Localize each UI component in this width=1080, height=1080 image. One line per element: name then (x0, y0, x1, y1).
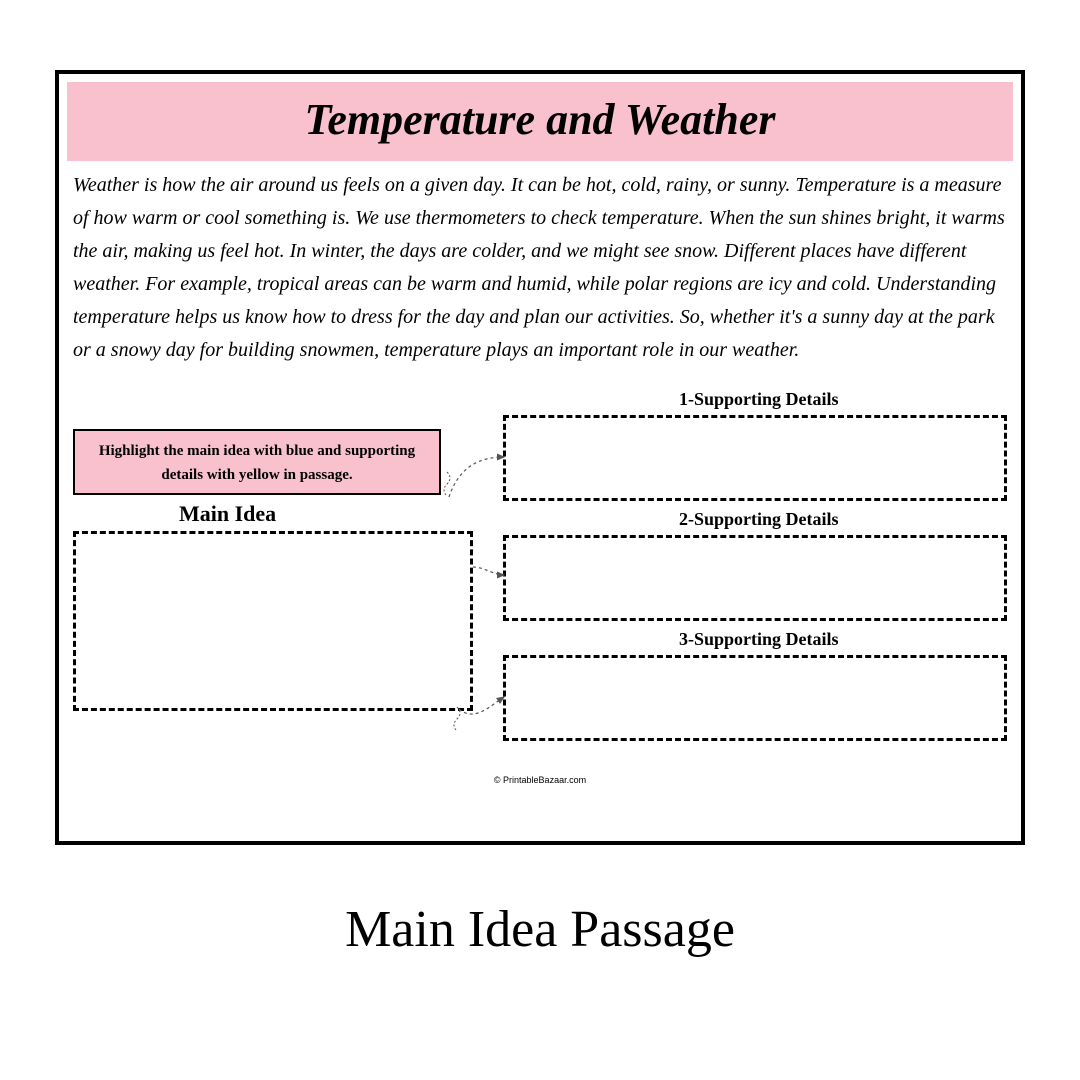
worksheet-page: Temperature and Weather Weather is how t… (55, 70, 1025, 845)
worksheet-title: Temperature and Weather (304, 95, 775, 144)
detail-1-writebox[interactable] (503, 415, 1007, 501)
page-caption: Main Idea Passage (0, 900, 1080, 959)
main-idea-label: Main Idea (179, 501, 276, 527)
footer-credit: © PrintableBazaar.com (494, 775, 586, 785)
graphic-organizer: Highlight the main idea with blue and su… (59, 367, 1021, 787)
detail-2-label: 2-Supporting Details (679, 509, 839, 530)
detail-3-label: 3-Supporting Details (679, 629, 839, 650)
main-idea-writebox[interactable] (73, 531, 473, 711)
reading-passage: Weather is how the air around us feels o… (59, 161, 1021, 367)
title-bar: Temperature and Weather (67, 82, 1013, 161)
detail-1-label: 1-Supporting Details (679, 389, 839, 410)
detail-2-writebox[interactable] (503, 535, 1007, 621)
detail-3-writebox[interactable] (503, 655, 1007, 741)
instruction-box: Highlight the main idea with blue and su… (73, 429, 441, 495)
